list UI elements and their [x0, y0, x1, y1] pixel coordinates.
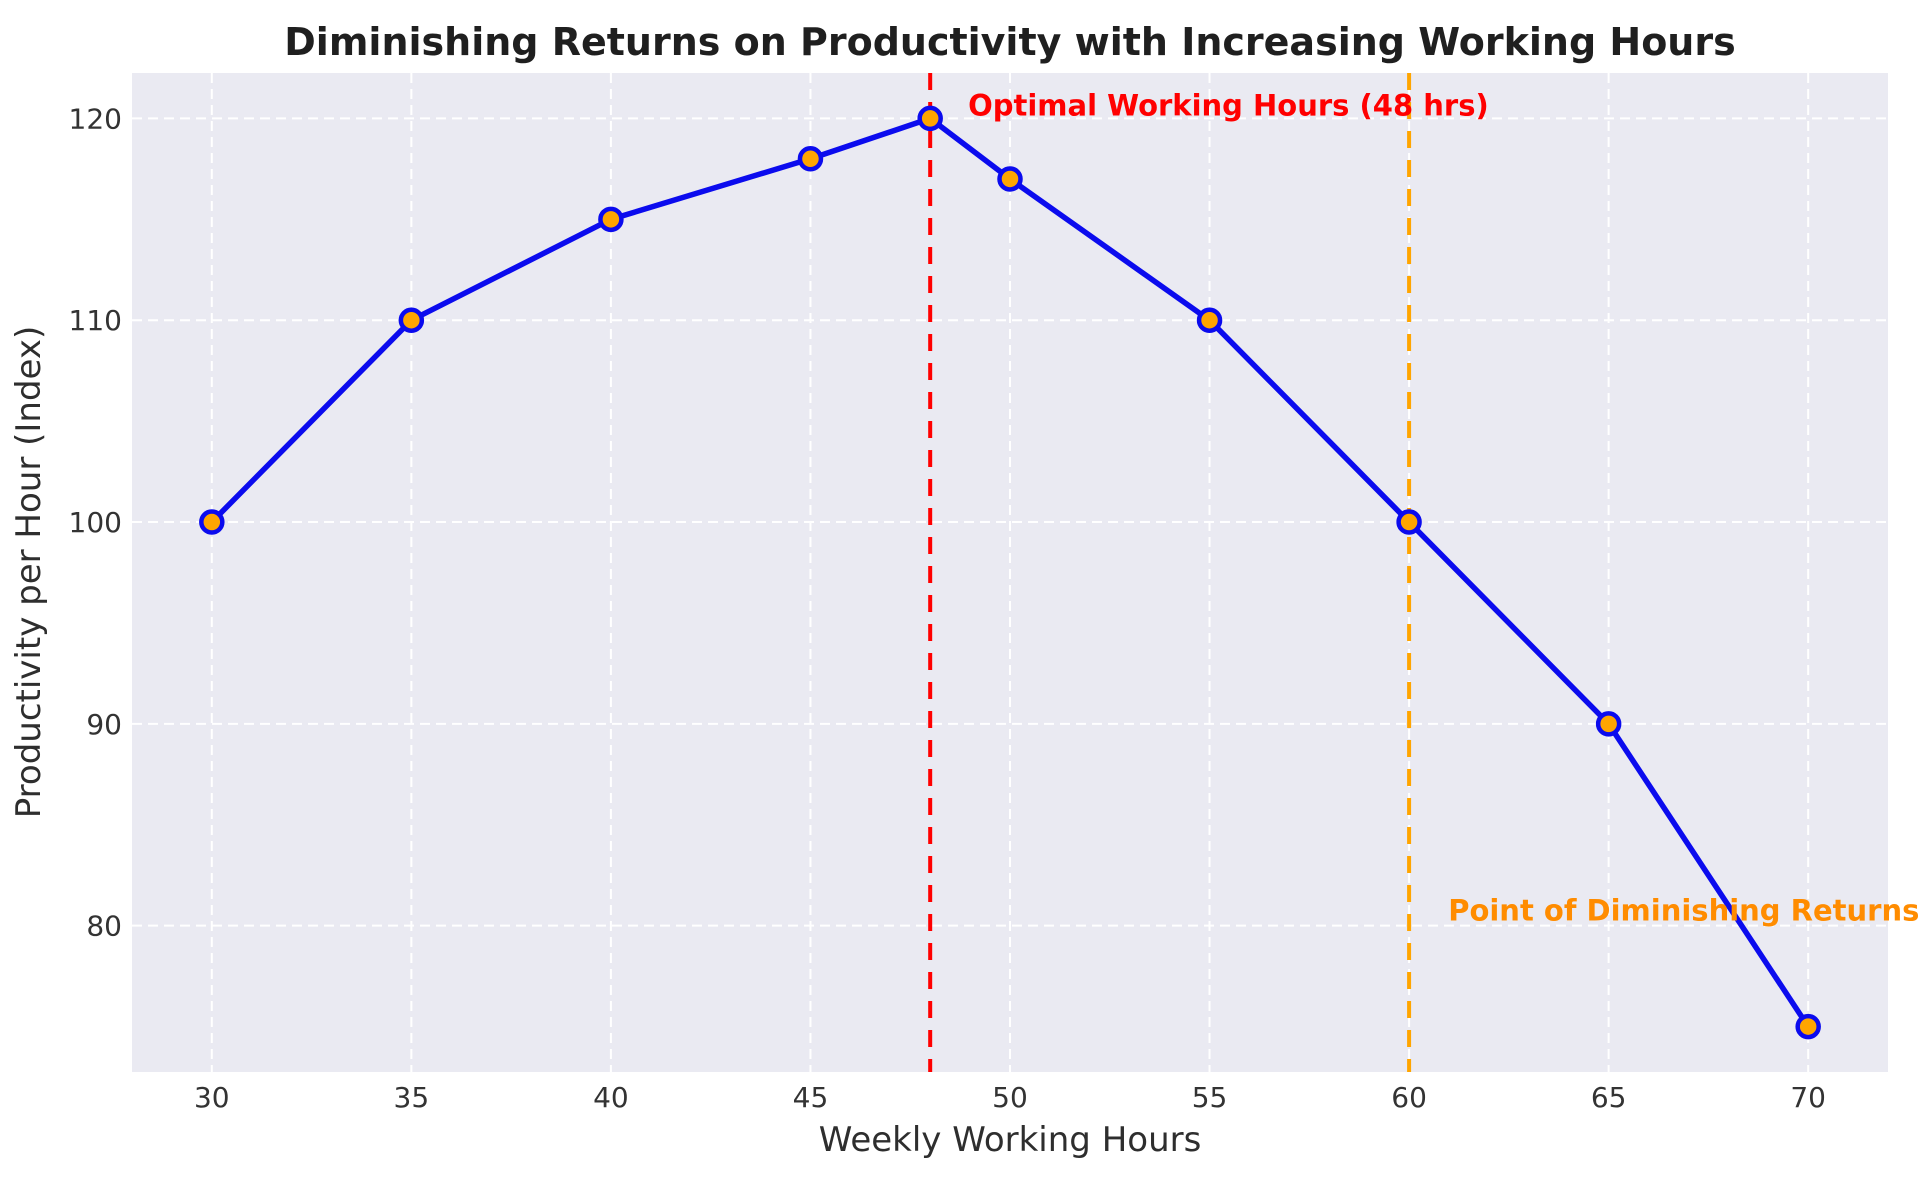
data-point [997, 166, 1023, 192]
data-point [398, 307, 425, 333]
tick-labels: 30 35 40 45 50 55 60 65 70 80 90 100 110 120 [69, 102, 1826, 1114]
x-tick-label: 40 [593, 1081, 629, 1114]
x-tick-label: 55 [1192, 1081, 1228, 1114]
data-point [1196, 307, 1223, 333]
x-axis-label: Weekly Working Hours [819, 1120, 1202, 1160]
y-axis-label: Productivity per Hour (Index) [9, 326, 49, 819]
data-point [598, 206, 624, 233]
data-point [1396, 509, 1422, 535]
x-tick-label: 60 [1391, 1081, 1427, 1114]
y-tick-label: 110 [69, 304, 122, 337]
data-point [917, 105, 943, 132]
annotation-0: Optimal Working Hours (48 hrs) [968, 88, 1489, 122]
data-point [199, 509, 225, 535]
x-tick-label: 30 [194, 1081, 230, 1114]
x-tick-label: 65 [1591, 1081, 1627, 1114]
y-tick-label: 80 [86, 910, 122, 943]
data-series [199, 105, 1821, 1040]
y-tick-label: 100 [69, 506, 122, 539]
series-line [209, 115, 1811, 1030]
annotation-1: Point of Diminishing Returns [1448, 894, 1919, 928]
y-tick-label: 90 [86, 708, 122, 741]
data-point [797, 146, 824, 172]
x-tick-label: 70 [1790, 1081, 1826, 1114]
gridlines [132, 73, 1888, 1072]
x-tick-label: 35 [394, 1081, 430, 1114]
y-tick-label: 120 [69, 102, 122, 135]
data-point [1595, 711, 1622, 737]
annotations: Optimal Working Hours (48 hrs) Point of D… [968, 88, 1919, 927]
x-tick-label: 45 [793, 1081, 829, 1114]
x-tick-label: 50 [992, 1081, 1028, 1114]
data-point [1795, 1013, 1821, 1040]
chart-title: Diminishing Returns on Productivity with… [284, 20, 1735, 64]
reference-lines [928, 73, 1412, 1072]
